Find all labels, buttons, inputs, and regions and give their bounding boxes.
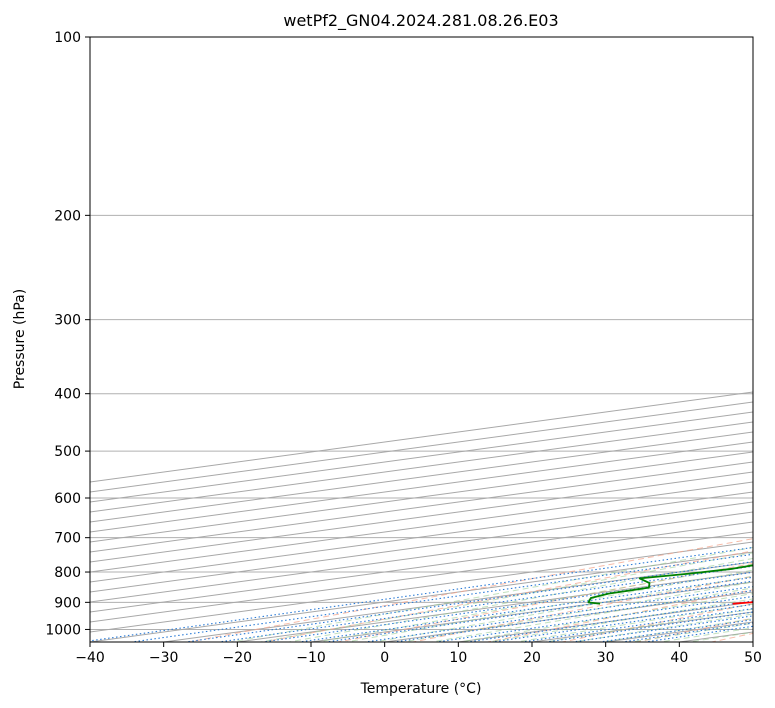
x-tick-label: −10 — [296, 650, 326, 666]
isotherm-line — [90, 471, 753, 563]
chart-title: wetPf2_GN04.2024.281.08.26.E03 — [283, 11, 558, 31]
x-tick-label: 50 — [744, 650, 762, 666]
isotherm-line — [90, 501, 753, 593]
moist-adiabat — [257, 552, 753, 642]
x-axis: −40 −30 −20 −10 0 10 20 30 40 50 — [75, 642, 762, 666]
isotherm-line — [90, 491, 753, 583]
moist-adiabat — [400, 581, 753, 642]
x-tick-label: 0 — [380, 650, 389, 666]
dry-adiabat — [186, 538, 753, 642]
moist-adiabat — [286, 557, 753, 642]
x-tick-label: 20 — [523, 650, 541, 666]
y-axis: 100 200 300 400 500 600 700 800 900 1000 — [45, 30, 90, 638]
isotherm-line — [90, 541, 753, 633]
x-tick-label: −20 — [223, 650, 253, 666]
y-tick-label: 800 — [54, 565, 81, 581]
y-tick-label: 100 — [54, 30, 81, 46]
isotherm-line — [90, 521, 753, 613]
mixing-ratio-line — [128, 553, 753, 642]
isotherm-line — [90, 481, 753, 573]
isotherm-line — [90, 511, 753, 603]
y-tick-label: 200 — [54, 208, 81, 224]
x-tick-label: 30 — [597, 650, 615, 666]
mixing-ratio-line — [215, 565, 753, 642]
x-tick-label: 10 — [449, 650, 467, 666]
x-tick-label: −40 — [75, 650, 105, 666]
profile-series — [587, 564, 753, 605]
y-tick-label: 500 — [54, 444, 81, 460]
mixing-ratio-line — [258, 571, 753, 642]
y-tick-label: 900 — [54, 595, 81, 611]
x-tick-label: −30 — [149, 650, 179, 666]
y-tick-label: 600 — [54, 491, 81, 507]
mixing-ratio-line — [568, 615, 753, 642]
x-axis-title: Temperature (°C) — [360, 681, 482, 697]
y-tick-label: 700 — [54, 531, 81, 547]
mixing-ratio-line — [596, 619, 753, 642]
mixing-ratio-line — [181, 561, 753, 642]
y-axis-title: Pressure (hPa) — [12, 289, 28, 389]
isotherm-line — [90, 531, 753, 623]
x-tick-label: 40 — [670, 650, 688, 666]
y-tick-label: 1000 — [45, 622, 81, 638]
y-tick-label: 400 — [54, 387, 81, 403]
isotherm-line — [90, 461, 753, 553]
y-tick-label: 300 — [54, 313, 81, 329]
plot-frame — [89, 36, 754, 643]
moist-adiabat — [456, 592, 753, 642]
dewpoint-line — [587, 564, 753, 605]
mixing-ratio-line — [542, 611, 753, 642]
moist-adiabat — [228, 546, 753, 642]
dry-adiabat — [410, 575, 753, 642]
